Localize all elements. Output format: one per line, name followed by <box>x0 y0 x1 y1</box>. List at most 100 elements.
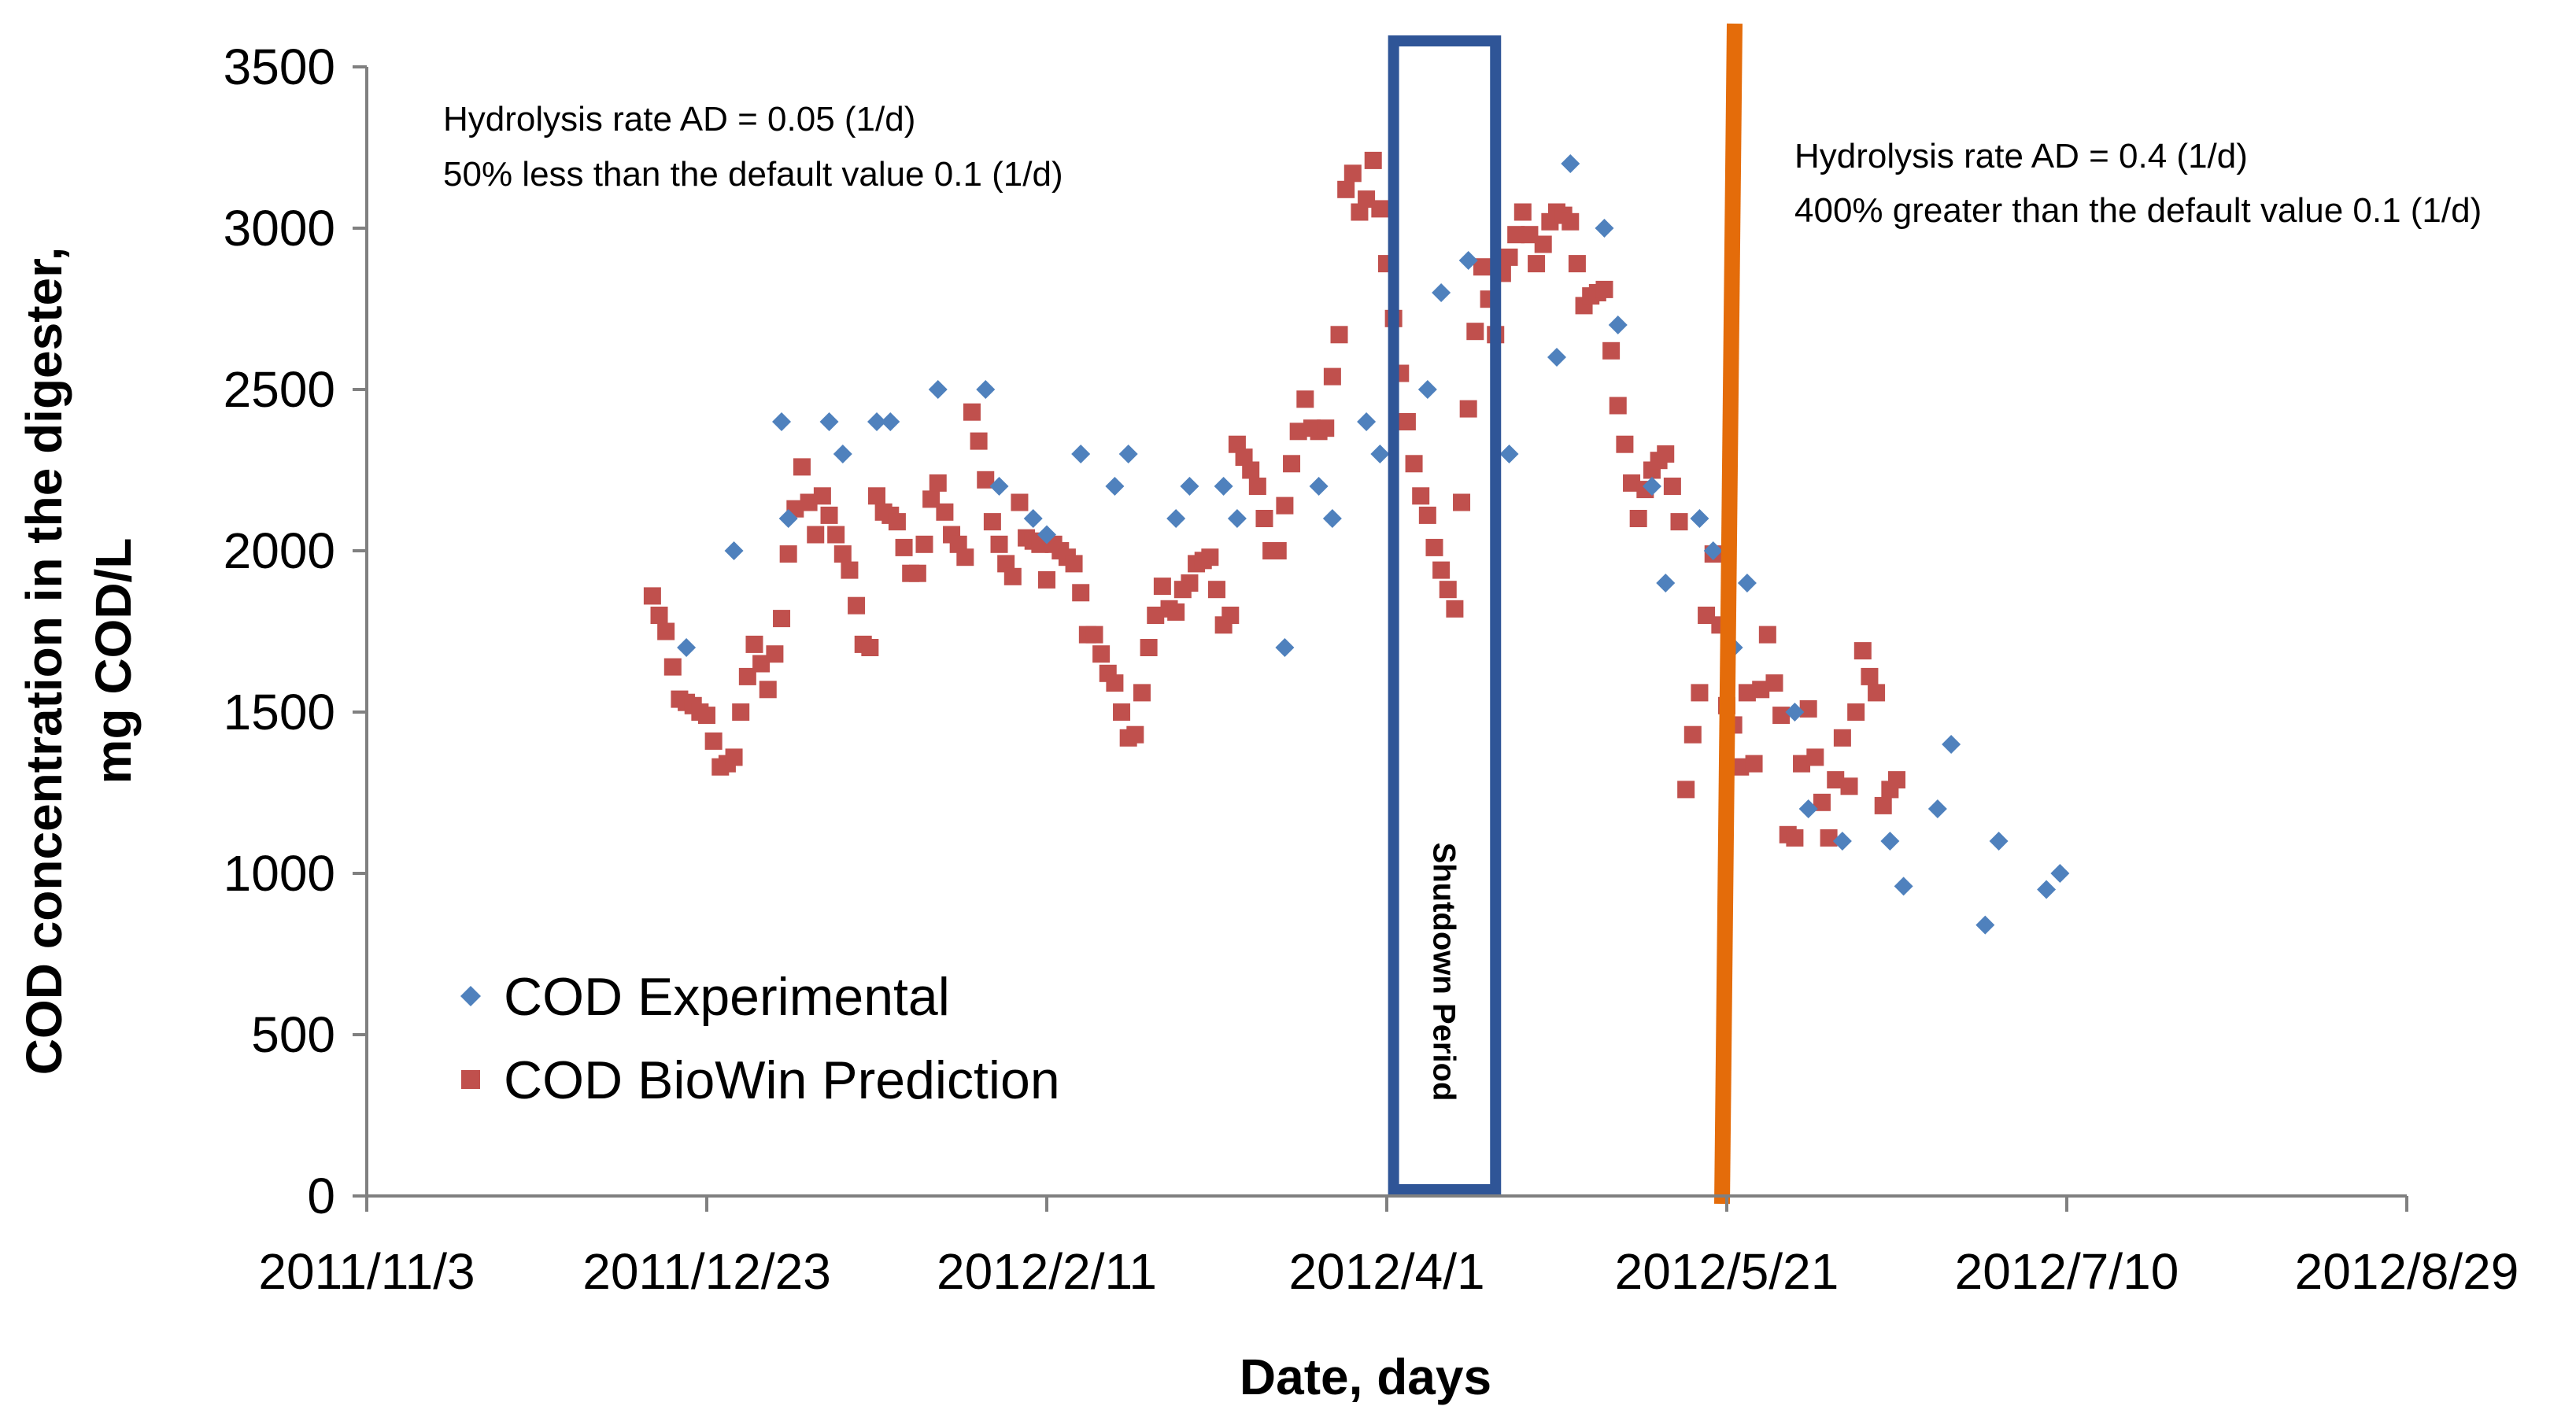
prediction-point <box>908 564 926 582</box>
shutdown-period-label: Shutdown Period <box>1426 843 1461 1102</box>
prediction-point <box>1521 226 1539 244</box>
prediction-point <box>963 403 981 421</box>
prediction-point <box>813 487 831 505</box>
experimental-point <box>2037 880 2057 899</box>
axes: 0 500 1000 1500 2000 2500 3000 3500 2011/11/3 201… <box>224 39 2519 1300</box>
prediction-point <box>1602 341 1621 360</box>
x-tick-label: 2012/8/29 <box>2295 1243 2519 1300</box>
prediction-point <box>1786 829 1804 847</box>
legend-marker-prediction <box>461 1070 480 1089</box>
prediction-point <box>759 681 777 699</box>
y-tick-label: 3000 <box>224 200 335 257</box>
experimental-point <box>1656 574 1676 592</box>
prediction-point <box>1065 555 1083 573</box>
prediction-point <box>1248 478 1266 495</box>
prediction-point <box>1677 781 1695 799</box>
experimental-point <box>928 380 948 399</box>
prediction-point <box>1663 478 1681 495</box>
prediction-point <box>1085 626 1103 644</box>
prediction-point <box>1772 707 1791 725</box>
prediction-point <box>1513 203 1532 221</box>
prediction-point <box>1405 455 1423 473</box>
experimental-point <box>1118 445 1138 463</box>
prediction-point <box>1201 548 1219 567</box>
experimental-point <box>1417 380 1437 399</box>
prediction-point <box>1140 639 1158 656</box>
experimental-point <box>1214 477 1233 496</box>
experimental-point <box>1458 251 1478 270</box>
prediction-point <box>793 458 811 476</box>
prediction-point <box>1657 445 1675 463</box>
legend-square-icon <box>461 1070 480 1089</box>
experimental-point <box>1880 832 1900 851</box>
prediction-point <box>1371 200 1389 218</box>
prediction-point <box>1738 684 1756 702</box>
prediction-point <box>841 561 859 579</box>
experimental-point <box>1832 832 1852 851</box>
prediction-point <box>1126 725 1144 744</box>
annotation-right-line2: 400% greater than the default value 0.1 … <box>1794 191 2482 230</box>
prediction-point <box>1847 703 1865 721</box>
legend-diamond-icon <box>460 986 481 1006</box>
prediction-point <box>1623 474 1641 492</box>
prediction-point <box>1888 771 1905 789</box>
prediction-point <box>1147 607 1165 624</box>
y-tick-label: 1500 <box>224 684 335 740</box>
experimental-point <box>1942 735 1961 754</box>
prediction-point <box>1500 248 1518 266</box>
prediction-point <box>1221 607 1240 624</box>
experimental-point <box>1785 703 1805 722</box>
prediction-point <box>1181 574 1199 592</box>
prediction-point <box>1208 581 1225 599</box>
prediction-point <box>1323 367 1341 386</box>
experimental-point <box>976 380 996 399</box>
legend-marker-experimental <box>460 986 481 1006</box>
experimental-point <box>778 509 798 528</box>
prediction-point <box>745 635 763 653</box>
prediction-point <box>732 703 750 721</box>
prediction-point <box>766 645 784 663</box>
y-tick-label: 2500 <box>224 361 335 418</box>
y-axis-title-line1: COD concentration in the digester, <box>16 247 72 1076</box>
experimental-point <box>1105 477 1125 496</box>
prediction-point <box>1453 493 1471 511</box>
prediction-point <box>915 535 933 553</box>
legend-label-experimental: COD Experimental <box>504 967 950 1027</box>
experimental-point <box>1309 477 1329 496</box>
prediction-point <box>1683 725 1702 744</box>
prediction-point <box>1793 755 1811 773</box>
prediction-point <box>895 538 913 556</box>
prediction-point <box>1833 729 1851 747</box>
experimental-point <box>1370 445 1390 463</box>
prediction-point <box>861 639 879 656</box>
prediction-point <box>977 471 995 489</box>
prediction-point <box>1459 400 1477 418</box>
x-axis-title: Date, days <box>1240 1349 1491 1405</box>
prediction-point <box>1609 397 1627 415</box>
prediction-point <box>1732 758 1750 776</box>
prediction-point <box>1296 390 1314 408</box>
experimental-point <box>1703 541 1723 560</box>
prediction-point <box>820 506 838 524</box>
prediction-point <box>1106 674 1124 692</box>
y-axis-title-line2: mg COD/L <box>85 538 142 784</box>
experimental-point <box>1642 477 1661 496</box>
prediction-point <box>1276 496 1294 515</box>
prediction-point <box>1330 326 1348 344</box>
prediction-point <box>779 545 797 563</box>
prediction-point <box>1439 581 1457 599</box>
prediction-point <box>1813 793 1831 811</box>
prediction-point <box>990 535 1008 553</box>
prediction-point <box>1133 684 1151 702</box>
x-tick-label: 2012/7/10 <box>1955 1243 2179 1300</box>
prediction-point <box>868 487 885 505</box>
prediction-point <box>1568 255 1586 273</box>
prediction-point <box>1745 755 1763 773</box>
prediction-point <box>1827 771 1845 789</box>
experimental-point <box>1798 799 1818 818</box>
prediction-point <box>1113 703 1131 721</box>
prediction-point <box>1670 513 1688 531</box>
experimental-point <box>1927 799 1947 818</box>
experimental-point <box>1275 638 1295 657</box>
